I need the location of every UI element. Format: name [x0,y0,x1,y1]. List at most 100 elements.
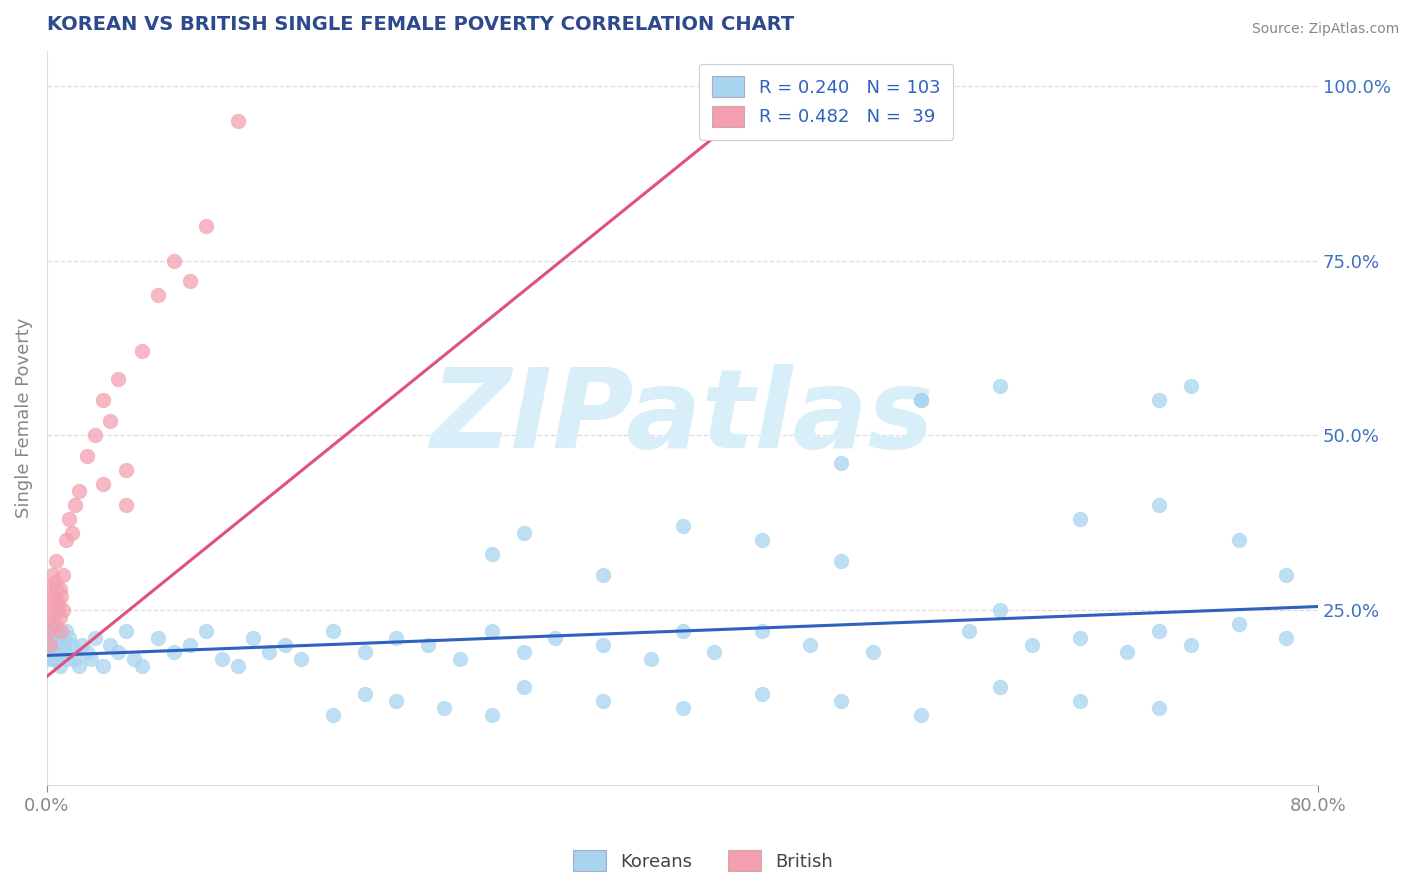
Point [226,659,249,673]
Point [910,393,932,408]
Point [46,596,69,610]
Point [48,582,70,596]
Point [1021,638,1043,652]
Point [910,707,932,722]
Point [42,652,65,666]
Point [45,554,67,568]
Point [39,617,62,632]
Point [1147,498,1170,512]
Point [91,659,114,673]
Text: Source: ZipAtlas.com: Source: ZipAtlas.com [1251,22,1399,37]
Point [91,393,114,408]
Legend: R = 0.240   N = 103, R = 0.482   N =  39: R = 0.240 N = 103, R = 0.482 N = 39 [699,63,953,139]
Point [42,589,65,603]
Point [67,484,90,499]
Point [703,645,725,659]
Point [39,631,62,645]
Point [211,652,233,666]
Point [1147,393,1170,408]
Point [52,568,75,582]
Point [53,638,76,652]
Point [830,694,852,708]
Point [37,624,59,638]
Point [259,645,281,659]
Point [146,288,169,302]
Point [751,624,773,638]
Point [988,603,1011,617]
Point [830,456,852,470]
Point [91,477,114,491]
Point [37,652,59,666]
Text: ZIPatlas: ZIPatlas [430,364,935,471]
Point [131,659,153,673]
Point [481,707,503,722]
Point [48,638,70,652]
Point [671,624,693,638]
Point [1227,617,1250,632]
Point [988,379,1011,393]
Point [65,498,87,512]
Point [862,645,884,659]
Point [226,113,249,128]
Point [385,631,408,645]
Point [67,659,90,673]
Point [48,659,70,673]
Point [1275,568,1298,582]
Point [45,582,67,596]
Point [512,526,534,541]
Point [179,275,201,289]
Point [115,624,138,638]
Point [46,624,69,638]
Point [45,652,67,666]
Point [44,638,66,652]
Point [163,645,186,659]
Point [671,519,693,533]
Point [37,638,59,652]
Point [76,645,98,659]
Y-axis label: Single Female Poverty: Single Female Poverty [15,318,32,518]
Point [58,631,80,645]
Point [39,638,62,652]
Point [55,624,77,638]
Point [1180,379,1202,393]
Point [115,498,138,512]
Point [51,631,73,645]
Point [55,533,77,548]
Point [194,219,217,233]
Point [1116,645,1139,659]
Point [46,645,69,659]
Point [39,645,62,659]
Point [45,631,67,645]
Point [42,631,65,645]
Point [481,624,503,638]
Point [640,652,662,666]
Point [242,631,264,645]
Point [274,638,297,652]
Point [481,547,503,561]
Text: KOREAN VS BRITISH SINGLE FEMALE POVERTY CORRELATION CHART: KOREAN VS BRITISH SINGLE FEMALE POVERTY … [46,15,794,34]
Point [957,624,980,638]
Point [290,652,312,666]
Point [41,624,63,638]
Point [59,645,82,659]
Point [124,652,146,666]
Point [1180,638,1202,652]
Point [37,624,59,638]
Point [146,631,169,645]
Point [56,652,79,666]
Point [418,638,440,652]
Point [1147,701,1170,715]
Point [592,638,614,652]
Point [512,645,534,659]
Point [51,624,73,638]
Point [46,603,69,617]
Point [449,652,471,666]
Point [751,687,773,701]
Point [52,645,75,659]
Point [80,652,103,666]
Point [385,694,408,708]
Point [70,638,93,652]
Point [107,372,129,386]
Point [107,645,129,659]
Point [1069,512,1091,526]
